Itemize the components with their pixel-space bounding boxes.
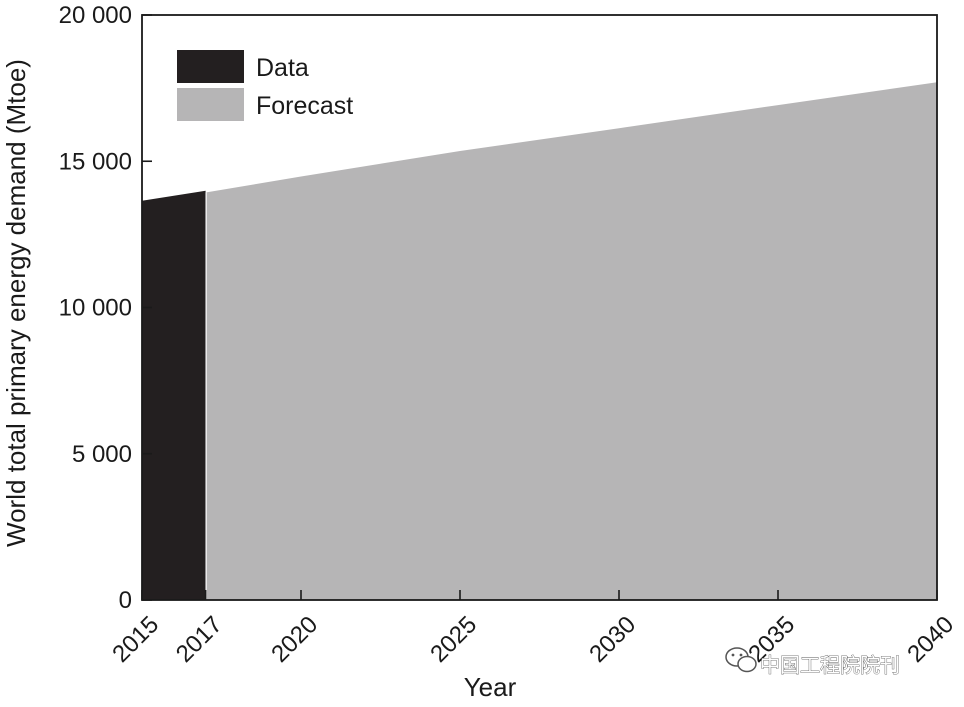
x-tick-label: 2017 [171, 611, 228, 668]
legend-label-data: Data [256, 54, 309, 82]
x-axis-title: Year [464, 672, 517, 702]
x-tick-label: 2025 [425, 611, 482, 668]
x-tick-label: 2020 [266, 611, 323, 668]
legend-label-forecast: Forecast [256, 92, 353, 120]
x-tick-label: 2040 [902, 611, 959, 668]
legend-swatch-forecast [177, 88, 244, 121]
y-tick-label: 15 000 [59, 148, 132, 175]
area-layer [142, 82, 938, 601]
y-tick-label: 10 000 [59, 295, 132, 322]
watermark-text: 中国工程院院刊 [760, 653, 900, 677]
y-axis-ticks: 0 5 000 10 000 15 000 20 000 [59, 2, 152, 614]
x-tick-label: 2015 [107, 611, 164, 668]
watermark: 中国工程院院刊 [725, 647, 900, 677]
legend: Data Forecast [177, 50, 353, 121]
area-forecast [205, 82, 938, 600]
y-tick-label: 0 [119, 587, 132, 614]
wechat-icon [725, 647, 757, 673]
y-tick-label: 5 000 [72, 441, 132, 468]
x-tick-label: 2030 [584, 611, 641, 668]
area-data [142, 190, 206, 601]
y-tick-label: 20 000 [59, 2, 132, 29]
legend-swatch-data [177, 50, 244, 83]
y-axis-title: World total primary energy demand (Mtoe) [1, 59, 31, 547]
